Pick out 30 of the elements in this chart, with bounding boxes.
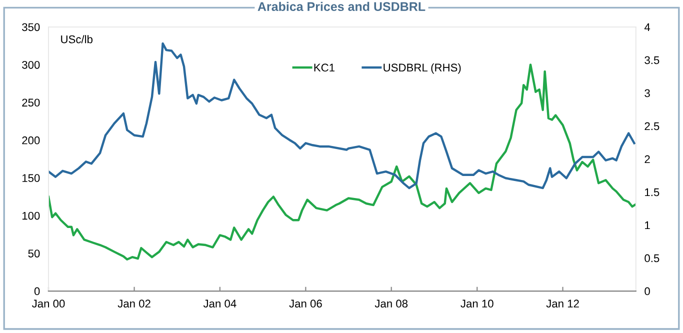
x-tick-label: Jan 04 — [203, 300, 236, 308]
x-tick-label: Jan 00 — [32, 300, 65, 308]
y-tick-label: 300 — [22, 60, 40, 69]
y2-tick-label: 1 — [645, 221, 650, 230]
y2-tick-label: 4 — [644, 23, 650, 31]
y-tick-label: 100 — [22, 212, 40, 220]
y-tick-label: 150 — [22, 174, 40, 182]
y-axis-title: USc/lb — [61, 35, 92, 44]
x-tick-label: Jan 02 — [118, 300, 150, 308]
y2-tick-label: 3.5 — [644, 56, 660, 64]
legend-label: USDBRL (RHS) — [384, 63, 461, 74]
x-tick-label: Jan 06 — [289, 300, 322, 308]
y2-tick-label: 2 — [644, 155, 650, 164]
chart-title: Arabica Prices and USDBRL — [258, 2, 426, 12]
line-series — [48, 42, 636, 190]
y-tick-label: 250 — [22, 98, 40, 107]
y2-tick-label: 0.5 — [644, 254, 660, 262]
line-series — [48, 64, 636, 260]
y-tick-label: 0 — [34, 287, 40, 296]
y-tick-label: 50 — [28, 250, 40, 258]
x-tick-label: Jan 12 — [546, 300, 579, 308]
y2-tick-label: 1.5 — [645, 188, 660, 196]
y-tick-label: 350 — [22, 23, 40, 32]
legend-label: KC1 — [314, 64, 334, 72]
y2-tick-label: 2.5 — [644, 122, 660, 130]
y2-tick-label: 3 — [644, 89, 650, 98]
x-tick-label: Jan 08 — [374, 300, 408, 308]
y2-tick-label: 0 — [644, 287, 650, 296]
x-tick-label: Jan 10 — [460, 300, 494, 308]
y-tick-label: 200 — [22, 136, 40, 144]
